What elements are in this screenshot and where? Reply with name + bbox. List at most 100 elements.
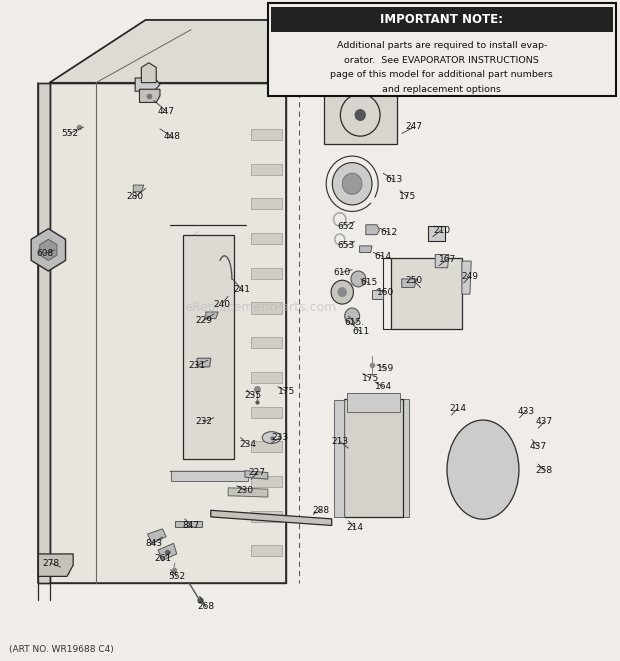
Polygon shape xyxy=(251,268,282,279)
Text: 164: 164 xyxy=(374,382,392,391)
Polygon shape xyxy=(197,358,211,367)
Text: 448: 448 xyxy=(164,132,181,141)
Polygon shape xyxy=(245,471,268,479)
Polygon shape xyxy=(50,83,286,583)
Text: 653: 653 xyxy=(337,241,355,251)
Polygon shape xyxy=(251,407,282,418)
Text: 232: 232 xyxy=(195,417,212,426)
Text: 175: 175 xyxy=(278,387,295,396)
Text: 447: 447 xyxy=(157,106,175,116)
Text: 613: 613 xyxy=(385,175,402,184)
Text: 210: 210 xyxy=(433,225,450,235)
Polygon shape xyxy=(133,185,144,192)
Polygon shape xyxy=(251,337,282,348)
Text: 615: 615 xyxy=(360,278,378,288)
Text: 214: 214 xyxy=(346,523,363,532)
Text: 433: 433 xyxy=(517,407,534,416)
Text: 175: 175 xyxy=(362,373,379,383)
Text: 611: 611 xyxy=(352,327,370,336)
Text: 261: 261 xyxy=(154,554,171,563)
Polygon shape xyxy=(228,488,268,497)
Text: 213: 213 xyxy=(331,437,348,446)
Text: 160: 160 xyxy=(377,288,394,297)
Circle shape xyxy=(332,163,372,205)
Text: Additional parts are required to install evap-: Additional parts are required to install… xyxy=(337,41,547,50)
Text: 437: 437 xyxy=(536,417,553,426)
Polygon shape xyxy=(251,129,282,140)
Circle shape xyxy=(342,173,362,194)
Circle shape xyxy=(351,271,366,287)
Polygon shape xyxy=(251,163,282,175)
Polygon shape xyxy=(324,86,397,144)
Text: 241: 241 xyxy=(233,285,250,294)
Text: 233: 233 xyxy=(272,433,289,442)
Circle shape xyxy=(338,288,347,297)
Polygon shape xyxy=(175,521,202,527)
Polygon shape xyxy=(428,226,445,241)
Text: eReplacementParts.com: eReplacementParts.com xyxy=(184,301,337,314)
Polygon shape xyxy=(251,198,282,210)
Text: 615.: 615. xyxy=(345,318,365,327)
Polygon shape xyxy=(462,261,471,294)
FancyBboxPatch shape xyxy=(271,7,613,32)
Text: 231: 231 xyxy=(188,361,206,370)
Text: 258: 258 xyxy=(536,466,553,475)
Text: 175: 175 xyxy=(399,192,417,202)
Text: (ART NO. WR19688 C4): (ART NO. WR19688 C4) xyxy=(9,645,114,654)
Circle shape xyxy=(345,308,360,324)
Text: 843: 843 xyxy=(145,539,162,548)
Polygon shape xyxy=(391,258,462,329)
Polygon shape xyxy=(251,303,282,313)
Polygon shape xyxy=(135,78,160,91)
Text: 278: 278 xyxy=(42,559,60,568)
Polygon shape xyxy=(38,554,73,576)
Polygon shape xyxy=(158,543,177,561)
Polygon shape xyxy=(344,399,403,517)
Text: 437: 437 xyxy=(529,442,547,451)
Polygon shape xyxy=(148,529,166,543)
Polygon shape xyxy=(366,225,379,235)
Text: 250: 250 xyxy=(405,276,423,286)
Text: 612: 612 xyxy=(381,228,398,237)
Circle shape xyxy=(331,280,353,304)
Text: 847: 847 xyxy=(182,521,200,530)
Text: 247: 247 xyxy=(405,122,423,132)
Text: 552: 552 xyxy=(168,572,185,581)
Ellipse shape xyxy=(447,420,519,520)
Polygon shape xyxy=(140,89,160,102)
Text: 288: 288 xyxy=(312,506,330,515)
Text: 240: 240 xyxy=(213,299,231,309)
Text: 230: 230 xyxy=(236,486,254,495)
Polygon shape xyxy=(372,290,383,299)
Text: 159: 159 xyxy=(377,364,394,373)
Polygon shape xyxy=(141,63,156,83)
Text: 552: 552 xyxy=(61,129,78,138)
FancyBboxPatch shape xyxy=(268,3,616,96)
Text: and replacement options: and replacement options xyxy=(383,85,501,94)
Polygon shape xyxy=(251,476,282,487)
Polygon shape xyxy=(251,371,282,383)
Polygon shape xyxy=(360,246,372,253)
Polygon shape xyxy=(251,442,282,452)
Polygon shape xyxy=(435,254,449,268)
Polygon shape xyxy=(40,239,57,260)
Text: orator.  See EVAPORATOR INSTRUCTIONS: orator. See EVAPORATOR INSTRUCTIONS xyxy=(344,56,539,65)
Polygon shape xyxy=(402,279,417,288)
Text: page of this model for additional part numbers: page of this model for additional part n… xyxy=(330,70,553,79)
Text: 229: 229 xyxy=(195,316,212,325)
Polygon shape xyxy=(31,229,66,271)
Text: 608: 608 xyxy=(36,249,53,258)
Polygon shape xyxy=(251,511,282,522)
Text: 268: 268 xyxy=(197,602,215,611)
Polygon shape xyxy=(251,545,282,557)
Text: 610: 610 xyxy=(334,268,351,277)
Text: 235: 235 xyxy=(244,391,262,400)
Text: 614: 614 xyxy=(374,252,392,261)
Polygon shape xyxy=(211,510,332,525)
Text: 234: 234 xyxy=(239,440,257,449)
Text: 167: 167 xyxy=(439,254,456,264)
Polygon shape xyxy=(251,233,282,244)
Ellipse shape xyxy=(262,432,281,444)
Text: 652: 652 xyxy=(337,221,355,231)
Polygon shape xyxy=(334,400,344,517)
